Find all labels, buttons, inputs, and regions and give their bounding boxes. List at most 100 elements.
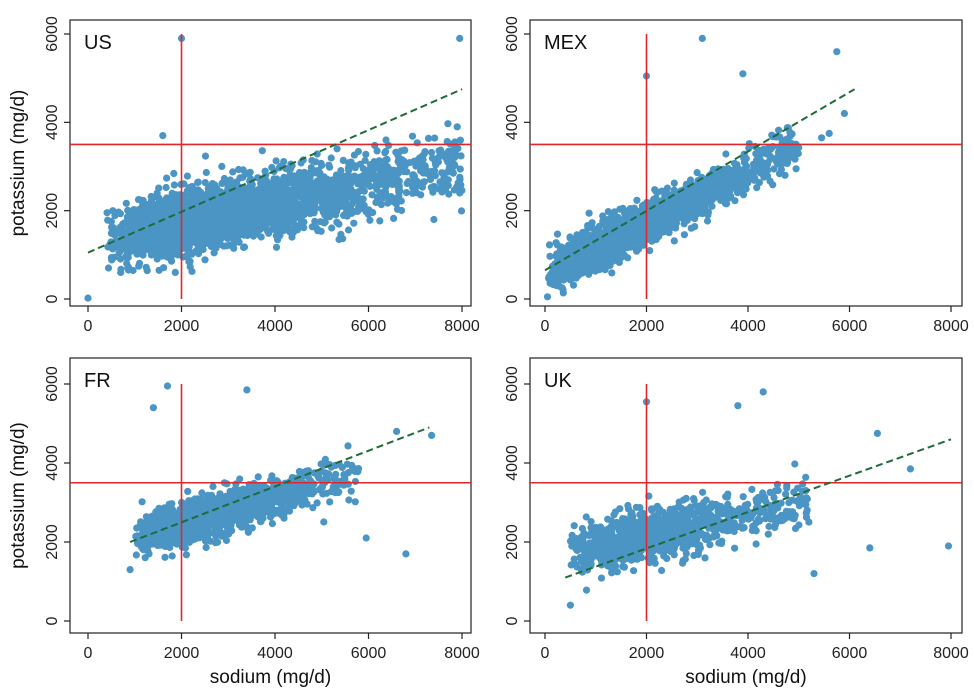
scatter-point bbox=[208, 208, 216, 216]
scatter-point bbox=[408, 132, 417, 140]
x-tick-label: 8000 bbox=[933, 318, 969, 335]
scatter-point bbox=[726, 193, 734, 201]
scatter-point bbox=[401, 146, 409, 154]
scatter-point bbox=[238, 205, 246, 213]
scatter-point bbox=[695, 207, 703, 215]
scatter-point bbox=[568, 263, 576, 271]
scatter-point bbox=[586, 257, 594, 265]
scatter-point bbox=[577, 243, 585, 251]
scatter-point bbox=[104, 264, 113, 272]
scatter-point bbox=[417, 167, 425, 175]
scatter-point bbox=[124, 222, 132, 230]
scatter-point bbox=[788, 139, 796, 148]
scatter-point bbox=[430, 215, 438, 224]
scatter-point bbox=[143, 267, 151, 275]
scatter-point bbox=[121, 228, 129, 236]
scatter-point bbox=[710, 179, 718, 187]
scatter-point bbox=[698, 34, 706, 43]
scatter-point bbox=[218, 162, 226, 170]
scatter-point bbox=[170, 191, 178, 199]
scatter-point bbox=[788, 130, 796, 138]
scatter-point bbox=[548, 262, 557, 270]
scatter-point bbox=[155, 266, 163, 274]
y-tick-label: 6000 bbox=[44, 16, 61, 52]
scatter-point bbox=[567, 257, 575, 265]
scatter-point bbox=[680, 231, 689, 239]
scatter-point bbox=[606, 246, 614, 254]
scatter-point bbox=[552, 239, 560, 247]
scatter-point bbox=[376, 171, 384, 179]
scatter-point bbox=[290, 172, 298, 180]
x-tick-label: 8000 bbox=[444, 318, 480, 335]
scatter-point bbox=[273, 203, 281, 211]
x-ticks: 0 2000 4000 6000 8000 bbox=[541, 306, 969, 335]
y-tick-label: 0 bbox=[44, 294, 61, 303]
scatter-point bbox=[373, 179, 381, 187]
scatter-point bbox=[149, 249, 157, 257]
y-tick-label: 4000 bbox=[504, 104, 521, 140]
scatter-point bbox=[203, 211, 211, 219]
scatter-point bbox=[780, 157, 788, 165]
scatter-point bbox=[300, 224, 308, 232]
scatter-point bbox=[280, 215, 288, 223]
scatter-point bbox=[321, 182, 329, 190]
scatter-point bbox=[132, 222, 140, 230]
y-tick-label: 2000 bbox=[44, 193, 61, 229]
scatter-point bbox=[314, 227, 322, 235]
x-tick-label: 0 bbox=[541, 318, 550, 335]
scatter-point bbox=[315, 195, 323, 203]
scatter-point bbox=[327, 154, 335, 162]
scatter-point bbox=[564, 241, 573, 249]
scatter-point bbox=[300, 205, 309, 213]
scatter-point bbox=[373, 147, 381, 155]
scatter-point bbox=[189, 208, 197, 217]
scatter-point bbox=[457, 152, 465, 160]
scatter-point bbox=[381, 188, 390, 196]
scatter-point bbox=[173, 248, 181, 257]
scatter-point bbox=[234, 189, 242, 197]
scatter-point bbox=[308, 223, 316, 231]
scatter-point bbox=[825, 129, 833, 137]
y-axis-label: potassium (mg/d) bbox=[8, 90, 29, 237]
scatter-point bbox=[584, 222, 592, 230]
scatter-point bbox=[328, 224, 336, 232]
scatter-point bbox=[259, 196, 267, 204]
scatter-point bbox=[258, 147, 266, 155]
scatter-point bbox=[324, 204, 332, 212]
scatter-point bbox=[397, 197, 405, 205]
scatter-point bbox=[742, 185, 750, 193]
x-tick-label: 6000 bbox=[832, 318, 868, 335]
scatter-point bbox=[321, 218, 329, 226]
scatter-point bbox=[786, 145, 794, 153]
scatter-point bbox=[790, 149, 798, 158]
scatter-point bbox=[344, 442, 352, 450]
scatter-point bbox=[413, 139, 421, 147]
scatter-point bbox=[358, 181, 366, 189]
scatter-point bbox=[591, 267, 600, 275]
scatter-point bbox=[400, 157, 408, 165]
scatter-point bbox=[337, 167, 345, 175]
scatter-point bbox=[184, 487, 192, 495]
scatter-point bbox=[647, 232, 655, 240]
scatter-point bbox=[188, 250, 196, 258]
scatter-point bbox=[583, 266, 591, 274]
scatter-point bbox=[194, 250, 203, 258]
scatter-point bbox=[199, 245, 207, 254]
scatter-point bbox=[159, 132, 167, 140]
scatter-point bbox=[453, 183, 461, 191]
scatter-point bbox=[372, 198, 380, 207]
scatter-point bbox=[628, 218, 636, 226]
scatter-point bbox=[688, 187, 696, 195]
scatter-point bbox=[558, 264, 566, 272]
scatter-point bbox=[438, 149, 446, 157]
scatter-point bbox=[555, 282, 564, 290]
y-tick-label: 4000 bbox=[44, 104, 61, 140]
scatter-point bbox=[261, 203, 270, 211]
scatter-point bbox=[833, 48, 841, 56]
scatter-point bbox=[594, 237, 602, 245]
scatter-point bbox=[257, 225, 265, 233]
scatter-point bbox=[453, 123, 461, 131]
scatter-point bbox=[669, 223, 677, 231]
scatter-point bbox=[170, 181, 178, 189]
scatter-point bbox=[456, 34, 464, 43]
